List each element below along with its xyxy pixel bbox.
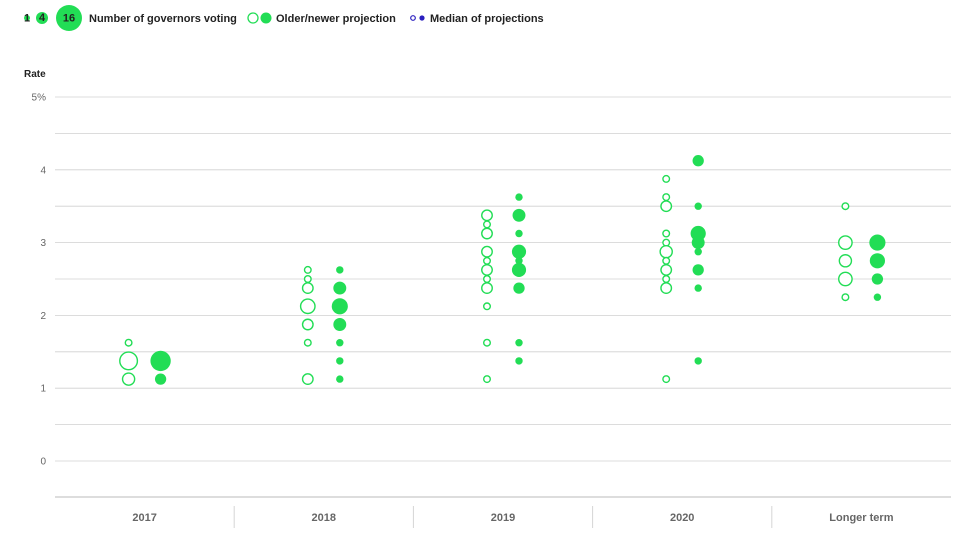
x-tick-label: 2019 (491, 512, 515, 524)
size-sample-small-marker (24, 15, 30, 21)
x-axis: 2017 2018 2019 2020 Longer term (132, 506, 894, 528)
median-legend-label: Median of projections (430, 13, 544, 25)
older-projection-dot (660, 200, 673, 213)
older-projection-dot (121, 372, 136, 386)
size-sample-medium-label: 4 (39, 12, 46, 24)
size-sample-medium-marker (36, 12, 48, 24)
newer-projection-dot (694, 284, 702, 292)
newer-projection-dot (515, 357, 523, 365)
newer-projection-dot (694, 357, 702, 365)
older-median-marker (410, 15, 416, 21)
older-projection-dot (481, 245, 493, 258)
x-tick-label: Longer term (829, 512, 893, 524)
size-sample-large-marker (56, 5, 82, 31)
newer-projection-dot (869, 234, 886, 251)
y-tick-label: 3 (40, 238, 46, 249)
newer-projection-dot (873, 293, 882, 301)
x-tick-label: 2017 (132, 512, 156, 524)
newer-projection-dot (694, 248, 702, 256)
newer-projection-dot (692, 155, 704, 167)
dots-layer (119, 155, 886, 386)
y-tick-label: 0 (40, 457, 46, 468)
older-projection-dot (481, 263, 493, 276)
newer-projection-dot (869, 253, 886, 269)
older-projection-dot (662, 193, 671, 202)
newer-projection-dot (871, 273, 884, 285)
newer-projection-marker (260, 12, 272, 24)
older-projection-dot (119, 351, 139, 371)
older-projection-dot (838, 235, 853, 250)
newer-projection-dot (512, 208, 526, 222)
older-projection-dot (662, 238, 671, 247)
newer-projection-dot (511, 244, 527, 259)
newer-projection-dot (336, 339, 344, 347)
newer-projection-dot (333, 281, 347, 295)
older-projection-dot (303, 275, 312, 284)
older-projection-dot (841, 202, 850, 211)
older-projection-dot (301, 373, 314, 386)
newer-projection-dot (154, 373, 167, 385)
older-projection-dot (838, 271, 853, 287)
y-axis-title: Rate (24, 69, 46, 80)
older-projection-dot (301, 318, 314, 331)
older-projection-dot (481, 209, 493, 222)
older-projection-dot (483, 275, 492, 284)
grid-layer: 5% 4 3 2 1 0 (32, 93, 951, 498)
older-projection-dot (660, 282, 673, 295)
newer-projection-dot (513, 282, 525, 294)
older-projection-dot (483, 338, 492, 347)
older-projection-marker (247, 12, 259, 24)
size-sample-large-label: 16 (63, 13, 75, 25)
x-tick-label: 2018 (312, 512, 336, 524)
newer-projection-dot (694, 202, 702, 210)
newer-projection-dot (515, 229, 523, 238)
older-projection-dot (483, 302, 492, 311)
older-projection-dot (662, 275, 671, 284)
newer-projection-dot (331, 298, 348, 315)
newer-projection-dot (511, 262, 527, 277)
projection-legend-label: Older/newer projection (276, 13, 396, 25)
newer-projection-dot (691, 236, 705, 250)
newer-projection-dot (690, 225, 706, 242)
older-projection-dot (483, 220, 492, 229)
legend: 1 4 16 Number of governors voting Older/… (24, 5, 544, 31)
older-projection-dot (301, 282, 314, 295)
y-tick-label: 1 (40, 384, 46, 395)
older-projection-dot (662, 375, 671, 384)
older-projection-dot (483, 256, 492, 265)
newer-projection-dot (692, 264, 704, 276)
older-projection-dot (838, 254, 853, 268)
newer-projection-dot (336, 357, 344, 365)
newer-projection-dot (336, 266, 344, 274)
y-tick-label: 5% (32, 93, 47, 104)
older-projection-dot (303, 265, 312, 274)
older-projection-dot (662, 174, 671, 183)
newer-median-marker (419, 15, 425, 21)
newer-projection-dot (515, 257, 523, 265)
older-projection-dot (299, 298, 316, 315)
older-projection-dot (662, 256, 671, 265)
older-projection-dot (659, 244, 673, 259)
older-projection-dot (303, 338, 312, 347)
newer-projection-dot (150, 350, 171, 372)
x-tick-label: 2020 (670, 512, 694, 524)
older-projection-dot (841, 293, 850, 302)
size-sample-small-label: 1 (24, 13, 30, 25)
older-projection-dot (481, 282, 493, 295)
y-tick-label: 2 (40, 311, 46, 322)
older-projection-dot (124, 338, 133, 347)
older-projection-dot (662, 229, 671, 238)
newer-projection-dot (515, 339, 523, 347)
newer-projection-dot (333, 318, 347, 331)
older-projection-dot (481, 227, 493, 240)
newer-projection-dot (515, 193, 523, 201)
newer-projection-dot (336, 375, 344, 383)
y-tick-label: 4 (40, 165, 46, 176)
size-legend-label: Number of governors voting (89, 13, 237, 25)
older-projection-dot (660, 263, 673, 276)
older-projection-dot (483, 375, 492, 384)
